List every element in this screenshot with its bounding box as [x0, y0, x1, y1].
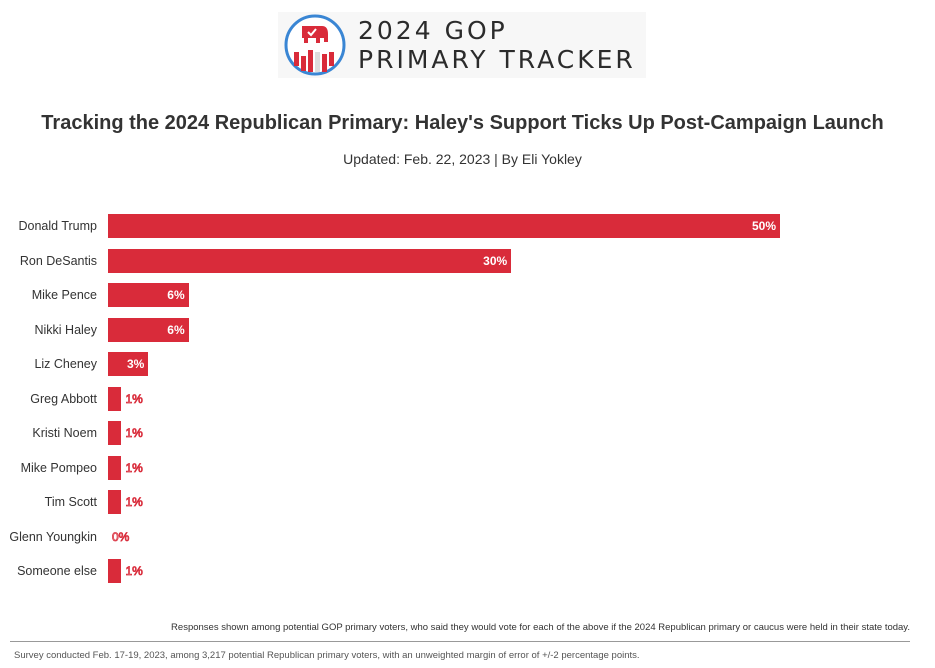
bar [108, 283, 189, 307]
category-label: Liz Cheney [34, 357, 97, 371]
value-label: 1% [125, 391, 143, 406]
value-label: 1% [125, 426, 143, 441]
value-label: 1% [125, 460, 143, 475]
bar [108, 248, 512, 273]
value-label: 30% [483, 253, 508, 268]
value-label: 6% [167, 288, 185, 302]
value-label: 3% [126, 357, 145, 371]
responses-note: Responses shown among potential GOP prim… [171, 622, 910, 633]
value-label: 50% [751, 219, 776, 233]
logo-line-2: PRIMARY TRACKER [358, 45, 636, 74]
category-label: Mike Pompeo [20, 460, 97, 475]
chart-title: Tracking the 2024 Republican Primary: Ha… [41, 112, 884, 134]
category-label: Nikki Haley [34, 322, 97, 337]
bar [108, 455, 122, 480]
value-label: 6% [167, 322, 185, 337]
category-label: Ron DeSantis [19, 253, 97, 268]
bar [108, 490, 122, 514]
bar [108, 352, 149, 376]
bar [108, 214, 780, 238]
category-label: Donald Trump [18, 219, 97, 233]
logo-line-1: 2024 GOP [358, 16, 508, 45]
value-label: 0% [112, 529, 130, 544]
logo-text: 2024 GOP PRIMARY TRACKER [358, 16, 636, 74]
category-label: Mike Pence [31, 288, 97, 302]
tracker-logo: 2024 GOP PRIMARY TRACKER [278, 12, 646, 78]
elephant-logo-icon [284, 14, 346, 76]
category-label: Kristi Noem [32, 426, 97, 440]
category-label: Someone else [17, 564, 97, 578]
bar [108, 386, 122, 411]
value-label: 1% [125, 564, 143, 579]
value-label: 1% [125, 495, 143, 510]
category-label: Greg Abbott [30, 391, 97, 406]
chart-subtitle: Updated: Feb. 22, 2023 | By Eli Yokley [343, 151, 582, 167]
category-label: Tim Scott [44, 495, 97, 509]
category-label: Glenn Youngkin [9, 529, 97, 544]
bar [108, 317, 189, 342]
divider [10, 641, 910, 642]
survey-note: Survey conducted Feb. 17-19, 2023, among… [14, 650, 640, 661]
bar [108, 559, 122, 583]
bar [108, 421, 122, 445]
